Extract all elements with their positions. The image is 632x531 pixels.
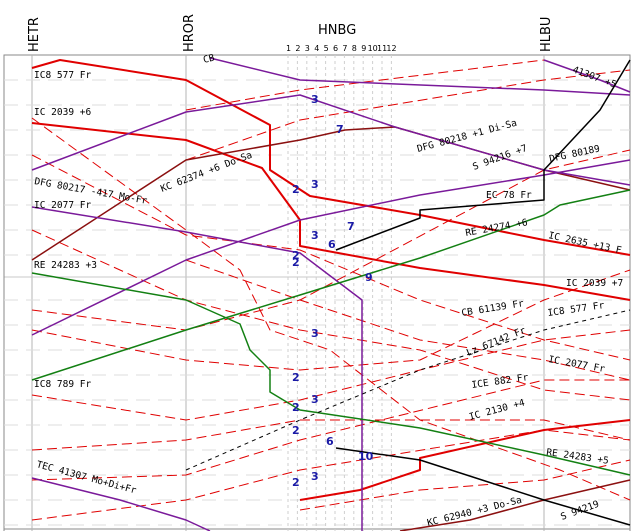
track-number: 1 — [286, 44, 291, 53]
platform-number: 3 — [311, 93, 319, 106]
track-number: 11 — [377, 44, 387, 53]
track-number: 12 — [386, 44, 396, 53]
platform-numbers: 3 7 2 3 3 7 6 2 2 9 3 2 2 3 2 6 10 3 2 — [292, 93, 374, 489]
train-label[interactable]: IC 2039 +7 — [566, 278, 623, 289]
train-label[interactable]: EC 78 Fr — [486, 190, 532, 201]
station-hlbu[interactable]: HLBU — [539, 17, 554, 52]
track-number: 3 — [305, 44, 310, 53]
platform-number: 2 — [292, 371, 300, 384]
train-label[interactable]: 41307 +5 — [571, 64, 618, 90]
platform-number: 2 — [292, 424, 300, 437]
train-label[interactable]: CB — [202, 52, 216, 66]
track-number: 8 — [352, 44, 357, 53]
train-label[interactable]: Lz 67142 Fr — [465, 325, 528, 359]
station-hnbg[interactable]: HNBG — [318, 23, 356, 38]
track-number: 10 — [368, 44, 378, 53]
platform-number: 10 — [358, 450, 374, 463]
station-hetr[interactable]: HETR — [27, 17, 42, 52]
track-number: 4 — [314, 44, 319, 53]
track-gridlines — [287, 55, 392, 531]
platform-number: 9 — [365, 271, 373, 284]
platform-number: 3 — [311, 178, 319, 191]
track-number: 5 — [324, 44, 329, 53]
platform-number: 3 — [311, 393, 319, 406]
track-number: 6 — [333, 44, 338, 53]
train-paths — [31, 57, 631, 531]
platform-number: 7 — [336, 123, 344, 136]
platform-number: 6 — [326, 435, 334, 448]
platform-number: 3 — [311, 327, 319, 340]
platform-number: 7 — [347, 220, 355, 233]
train-label[interactable]: IC8 577 Fr — [34, 70, 91, 81]
track-number: 7 — [342, 44, 347, 53]
platform-number: 2 — [292, 476, 300, 489]
train-label[interactable]: IC 2077 Fr — [547, 354, 606, 375]
platform-number: 2 — [292, 183, 300, 196]
train-label[interactable]: IC8 577 Fr — [547, 300, 605, 319]
train-label[interactable]: S 94216 +7 — [471, 143, 529, 173]
platform-number: 2 — [292, 249, 300, 262]
track-number: 2 — [295, 44, 300, 53]
track-numbers: 1 2 3 4 5 6 7 8 9 10 11 12 — [286, 44, 397, 53]
time-gridlines — [4, 79, 630, 526]
train-label[interactable]: CB 61139 Fr — [461, 298, 525, 319]
train-label[interactable]: RE 24283 +3 — [34, 260, 97, 271]
track-number: 9 — [361, 44, 366, 53]
train-label[interactable]: DFG 80189 — [548, 143, 601, 165]
train-label[interactable]: IC 2635 +13 F — [547, 230, 622, 256]
train-label[interactable]: IC 2130 +4 — [468, 397, 526, 423]
platform-number: 3 — [311, 470, 319, 483]
train-label[interactable]: DFG 80218 +1 Di-Sa — [416, 118, 518, 155]
platform-number: 3 — [311, 229, 319, 242]
station-hror[interactable]: HROR — [182, 14, 197, 52]
train-label[interactable]: IC 2039 +6 — [34, 107, 91, 118]
train-label[interactable]: IC 2077 Fr — [34, 200, 91, 211]
platform-number: 6 — [328, 238, 336, 251]
grid — [3, 55, 631, 531]
header: HETR HROR HNBG HLBU 1 2 3 4 5 6 7 8 9 10 11 12 — [27, 14, 554, 53]
train-label[interactable]: S 94219 — [559, 499, 601, 523]
platform-number: 2 — [292, 401, 300, 414]
train-label[interactable]: IC8 789 Fr — [34, 379, 91, 390]
plot-frame — [3, 54, 631, 530]
platform-number: 2 — [292, 256, 300, 269]
